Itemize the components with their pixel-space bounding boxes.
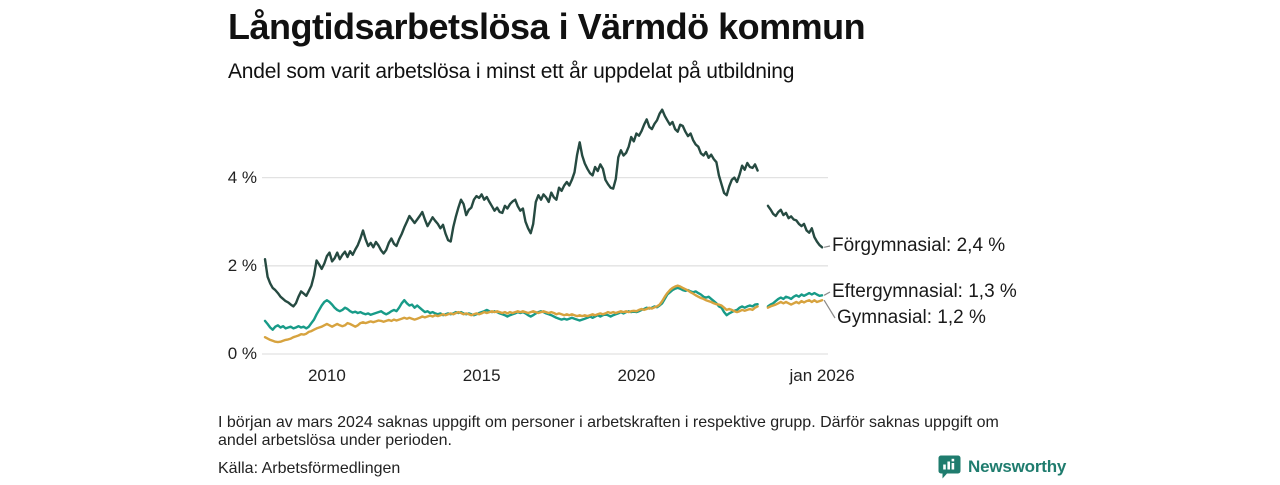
chart-subtitle: Andel som varit arbetslösa i minst ett å… [228,60,795,83]
series-end-label-eftergymnasial: Eftergymnasial: 1,3 % [832,281,1017,302]
source-note: Källa: Arbetsförmedlingen [218,460,401,477]
y-axis-tick-label: 4 % [227,167,257,187]
newsworthy-speech-bubble-bar-chart-icon [938,455,961,479]
series-line-eftergymnasial [263,286,759,331]
x-axis-tick-label: 2020 [617,366,656,385]
newsworthy-logo: Newsworthy [938,455,1066,479]
series-line-gymnasial [263,284,759,344]
y-axis-tick-label: 2 % [227,255,257,275]
series-line-gymnasial [766,299,824,309]
footnote-line-1: I början av mars 2024 saknas uppgift om … [218,414,999,431]
series-end-label-förgymnasial: Förgymnasial: 2,4 % [832,235,1006,256]
label-connector-line [823,245,831,248]
label-connector-line [823,291,831,296]
x-axis-tick-label: jan 2026 [789,366,855,385]
footnote-line-2: andel arbetslösa under perioden. [218,432,452,449]
series-line-förgymnasial [766,204,824,249]
y-axis-tick-label: 0 % [227,344,257,363]
label-connector-line [823,299,836,319]
series-line-förgymnasial [263,108,759,308]
page-title: Långtidsarbetslösa i Värmdö kommun [228,6,866,47]
series-end-label-gymnasial: Gymnasial: 1,2 % [837,307,986,328]
x-axis-tick-label: 2015 [462,366,501,385]
newsworthy-wordmark: Newsworthy [968,457,1067,476]
series-line-eftergymnasial [766,291,824,308]
x-axis-tick-label: 2010 [307,366,346,385]
